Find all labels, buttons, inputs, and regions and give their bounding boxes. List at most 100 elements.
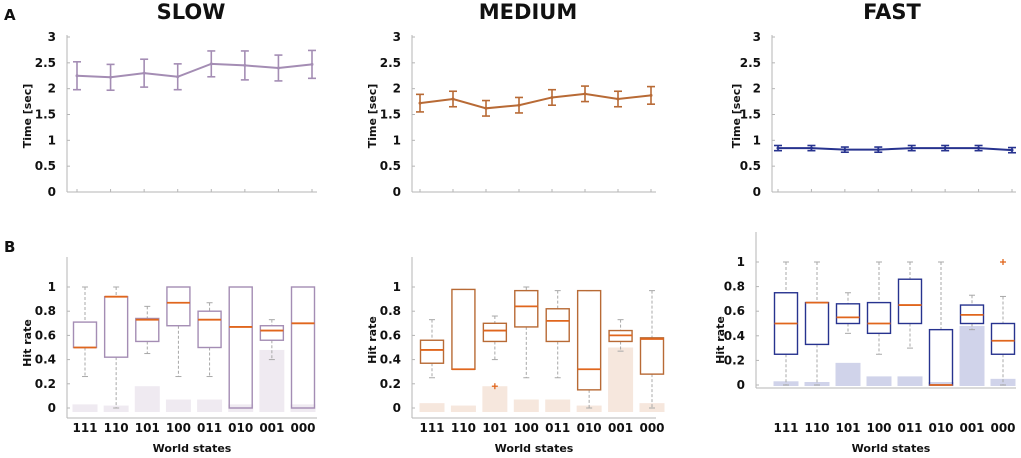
hit-rate-bar: [804, 382, 830, 386]
x-tick-label: 101: [135, 421, 160, 435]
data-point: [910, 146, 914, 150]
box-iqr: [866, 301, 892, 335]
data-point: [75, 74, 79, 78]
y-tick-label: 3: [393, 30, 401, 44]
box-111: [773, 261, 799, 386]
hit-rate-bar: [835, 362, 861, 386]
hit-rate-bar: [990, 378, 1016, 386]
hit-rate-bar: [608, 347, 634, 412]
panel-label-b: B: [4, 238, 15, 256]
y-tick-label: 0: [753, 185, 761, 199]
error-bar: [449, 90, 457, 108]
x-tick-label: 001: [608, 421, 633, 435]
box-iqr: [514, 289, 539, 328]
x-tick-label: 000: [990, 421, 1015, 435]
error-bar: [807, 144, 816, 152]
box-iqr: [545, 308, 570, 343]
y-tick-label: 0: [737, 378, 745, 392]
y-tick-label: 0.4: [380, 353, 401, 367]
x-tick-label: 010: [228, 421, 253, 435]
box-iqr: [166, 286, 191, 327]
box-011: [897, 261, 923, 349]
box-011: [197, 302, 222, 378]
y-tick-label: 2.5: [380, 56, 401, 70]
y-tick-label: 0.8: [380, 304, 401, 318]
y-tick-label: 2: [753, 82, 761, 96]
box-iqr: [928, 328, 954, 386]
y-tick-label: 0.6: [724, 304, 745, 318]
error-bar: [106, 63, 115, 92]
chart-marks: 00.511.522.5300.511.522.5300.511.522.530…: [35, 30, 1016, 435]
box-iqr: [639, 337, 665, 375]
x-tick-label: 100: [514, 421, 539, 435]
panel-label-a: A: [4, 6, 16, 24]
data-point: [550, 95, 554, 99]
data-point: [943, 146, 947, 150]
y-tick-label: 2.5: [35, 56, 56, 70]
box-iqr: [103, 295, 129, 358]
x-tick-label: 100: [166, 421, 191, 435]
y-tick-label: 0.4: [35, 353, 56, 367]
ylabel-hit-medium: Hit rate: [366, 316, 379, 364]
error-bar: [73, 60, 81, 91]
x-tick-label: 001: [959, 421, 984, 435]
y-tick-label: 2: [48, 82, 56, 96]
x-tick-label: 111: [773, 421, 798, 435]
x-tick-label: 110: [451, 421, 476, 435]
y-tick-label: 0: [48, 185, 56, 199]
box-010: [228, 286, 253, 409]
data-point: [418, 101, 422, 105]
error-bar: [614, 90, 622, 108]
ylabel-time-medium: Time [sec]: [366, 84, 379, 149]
y-tick-label: 0.8: [35, 304, 56, 318]
y-tick-label: 1: [48, 280, 56, 294]
error-bar: [240, 50, 249, 81]
y-tick-label: 1.5: [380, 108, 401, 122]
panel-a-fast: 0 0.5 1 1.5 2 2.5 3: [740, 30, 1016, 199]
box-iqr: [419, 339, 445, 364]
box-iqr: [576, 289, 602, 391]
box-iqr: [804, 301, 830, 346]
x-tick-label: 101: [482, 421, 507, 435]
x-tick-label: 001: [259, 421, 284, 435]
ylabel-time-slow: Time [sec]: [21, 84, 34, 149]
xlabel-slow: World states: [153, 442, 232, 455]
panel-a-slow: 0 0.5 1 1.5 2 2.5 3: [35, 30, 317, 199]
y-tick-label: 1.5: [740, 108, 761, 122]
data-point: [616, 97, 620, 101]
data-point: [243, 63, 247, 67]
data-point: [209, 62, 213, 66]
x-tick-label: 110: [804, 421, 829, 435]
data-point: [583, 92, 587, 96]
data-point: [276, 66, 280, 70]
hit-rate-bar: [165, 399, 191, 412]
x-tick-label: 000: [290, 421, 315, 435]
hit-rate-bar: [545, 399, 571, 412]
data-point: [977, 146, 981, 150]
hit-rate-bar: [72, 404, 98, 412]
title-medium: MEDIUM: [479, 0, 577, 24]
box-iqr: [835, 303, 861, 325]
hit-rate-bar: [419, 403, 445, 412]
data-point: [1010, 148, 1014, 152]
y-tick-label: 0: [393, 401, 401, 415]
y-tick-label: 0.5: [35, 159, 56, 173]
data-point: [649, 93, 653, 97]
hit-rate-bar: [928, 382, 954, 386]
data-point: [517, 103, 521, 107]
y-tick-label: 0: [48, 401, 56, 415]
hit-rate-bar: [259, 349, 285, 412]
hit-rate-bar: [482, 386, 508, 412]
box-110: [804, 261, 830, 386]
data-point: [843, 148, 847, 152]
error-bar: [482, 99, 490, 117]
x-tick-label: 011: [197, 421, 222, 435]
hit-rate-bar: [513, 399, 539, 412]
y-tick-label: 1: [753, 133, 761, 147]
box-iqr: [135, 317, 160, 343]
error-bar: [207, 50, 216, 78]
data-point: [109, 75, 113, 79]
y-tick-label: 3: [48, 30, 56, 44]
